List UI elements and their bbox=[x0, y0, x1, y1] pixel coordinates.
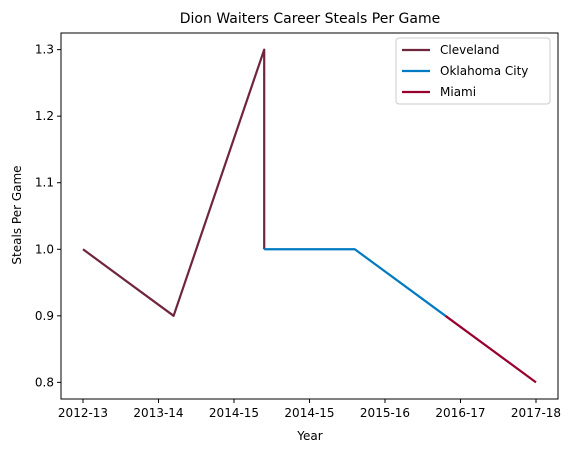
y-tick-label: 0.8 bbox=[35, 375, 54, 389]
chart-title: Dion Waiters Career Steals Per Game bbox=[180, 11, 440, 27]
x-tick-label: 2014-15 bbox=[209, 406, 259, 420]
y-tick-label: 1.1 bbox=[35, 176, 54, 190]
x-axis: 2012-13 2013-14 2014-15 2014-15 2015-16 2016-… bbox=[58, 399, 561, 420]
series-line-cleveland bbox=[82, 48, 266, 317]
x-tick-label: 2015-16 bbox=[360, 406, 410, 420]
series-line-miami bbox=[444, 314, 537, 384]
x-tick-label: 2014-15 bbox=[284, 406, 334, 420]
x-tick-label: 2017-18 bbox=[511, 406, 561, 420]
y-tick-label: 1.2 bbox=[35, 109, 54, 123]
legend-box bbox=[395, 37, 551, 105]
x-tick-label: 2012-13 bbox=[58, 406, 108, 420]
x-axis-title: Year bbox=[296, 429, 322, 443]
legend: Cleveland Oklahoma City Miami bbox=[395, 37, 551, 105]
legend-label: Miami bbox=[440, 85, 476, 99]
y-tick-label: 0.9 bbox=[35, 309, 54, 323]
legend-label: Oklahoma City bbox=[440, 64, 528, 78]
y-axis-title: Steals Per Game bbox=[10, 165, 24, 264]
x-tick-label: 2013-14 bbox=[133, 406, 183, 420]
series-line-oklahoma-city bbox=[264, 248, 447, 317]
legend-label: Cleveland bbox=[440, 43, 500, 57]
y-tick-label: 1.0 bbox=[35, 242, 54, 256]
series-lines bbox=[82, 48, 537, 384]
y-tick-label: 1.3 bbox=[35, 43, 54, 57]
y-axis: 0.8 0.9 1.0 1.1 1.2 1.3 bbox=[35, 43, 61, 389]
x-tick-label: 2016-17 bbox=[435, 406, 485, 420]
